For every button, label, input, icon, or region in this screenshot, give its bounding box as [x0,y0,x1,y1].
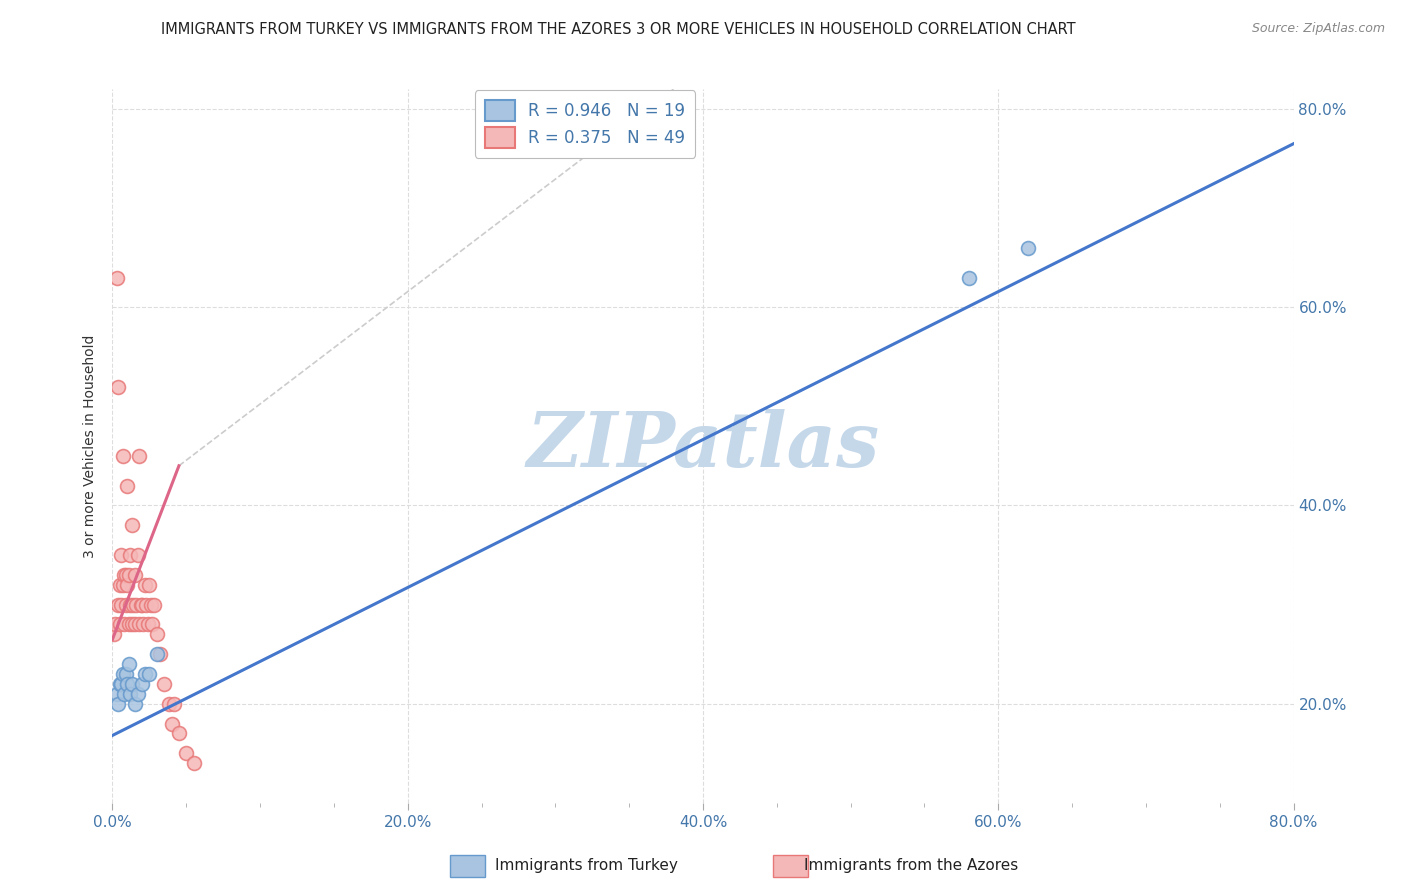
Point [167,726,190,740]
Point [153,677,176,691]
Point [163,697,186,711]
Point [120,548,142,562]
Text: ZIPatlas: ZIPatlas [526,409,880,483]
Point [114,667,136,681]
Point [142,598,165,612]
Point [118,567,141,582]
Point [127,687,149,701]
Text: Immigrants from Turkey: Immigrants from Turkey [495,858,678,872]
Point [120,598,142,612]
Point [131,677,153,691]
Point [183,756,205,771]
Point [118,617,141,632]
Text: IMMIGRANTS FROM TURKEY VS IMMIGRANTS FROM THE AZORES 3 OR MORE VEHICLES IN HOUSE: IMMIGRANTS FROM TURKEY VS IMMIGRANTS FRO… [162,22,1076,37]
Point [134,578,156,592]
Point [141,617,163,632]
Point [108,617,131,632]
Point [157,697,180,711]
Point [125,598,148,612]
Point [117,578,138,592]
Point [129,598,152,612]
Point [112,617,135,632]
Point [160,716,183,731]
Text: Immigrants from the Azores: Immigrants from the Azores [804,858,1018,872]
Point [107,379,129,393]
Point [120,687,142,701]
Point [121,617,143,632]
Point [111,578,134,592]
Point [135,598,157,612]
Point [117,478,138,492]
Point [111,449,134,463]
Point [1017,241,1039,255]
Point [121,677,143,691]
Point [110,598,132,612]
Point [112,567,135,582]
Point [139,598,162,612]
Point [114,567,136,582]
Text: Source: ZipAtlas.com: Source: ZipAtlas.com [1251,22,1385,36]
Point [111,667,134,681]
Y-axis label: 3 or more Vehicles in Household: 3 or more Vehicles in Household [83,334,97,558]
Point [107,697,129,711]
Point [122,598,145,612]
Point [121,518,143,533]
Legend: R = 0.946   N = 19, R = 0.375   N = 49: R = 0.946 N = 19, R = 0.375 N = 49 [475,90,695,158]
Point [136,617,159,632]
Point [105,687,128,701]
Point [128,617,150,632]
Point [108,578,131,592]
Point [138,667,160,681]
Point [146,627,169,641]
Point [132,617,155,632]
Point [110,548,132,562]
Point [104,617,127,632]
Point [112,687,135,701]
Point [127,548,149,562]
Point [117,677,138,691]
Point [124,617,146,632]
Point [118,657,141,671]
Point [107,598,129,612]
Point [957,270,980,285]
Point [103,627,125,641]
Point [174,746,197,760]
Point [124,567,146,582]
Point [110,677,132,691]
Point [146,647,169,661]
Point [124,697,146,711]
Point [105,270,128,285]
Point [108,677,131,691]
Point [131,598,153,612]
Point [134,667,156,681]
Point [138,578,160,592]
Point [128,449,150,463]
Point [149,647,172,661]
Point [114,598,136,612]
